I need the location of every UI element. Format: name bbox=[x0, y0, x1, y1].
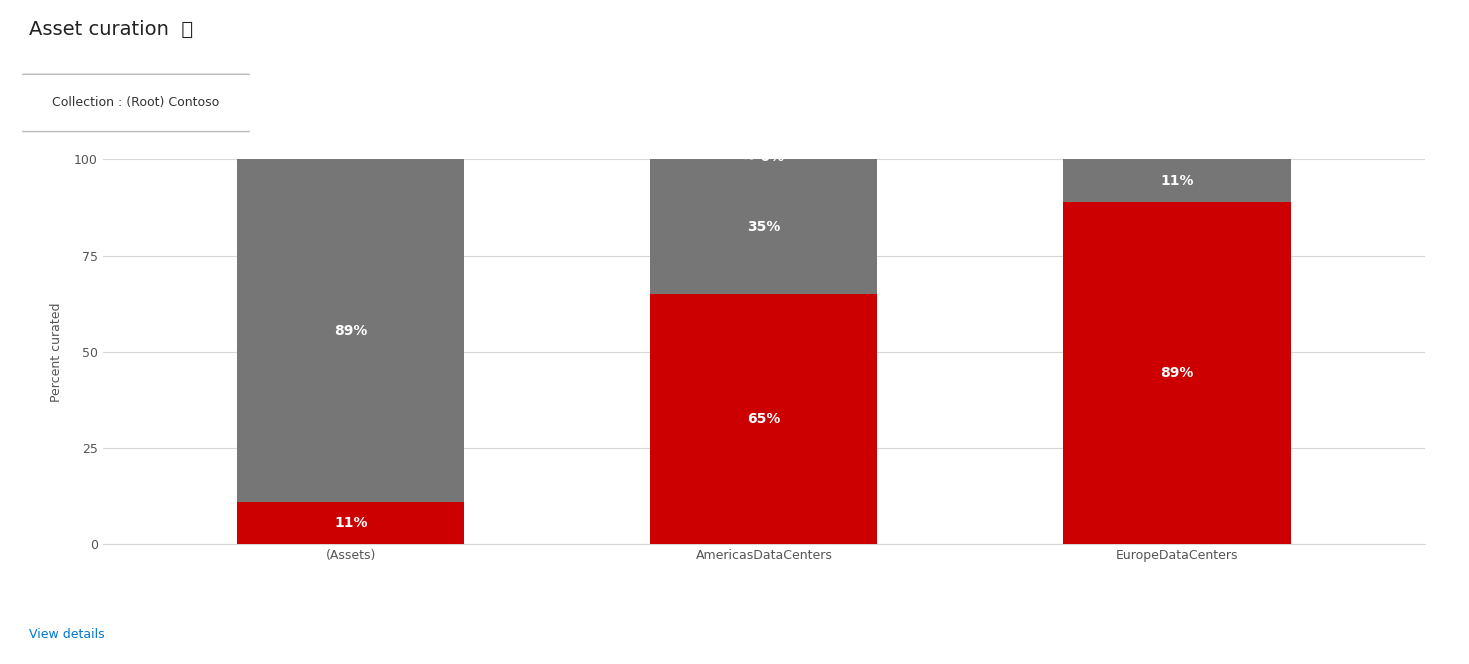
Bar bbox=[1064, 202, 1291, 544]
Text: View details: View details bbox=[29, 627, 104, 641]
Text: 89%: 89% bbox=[1161, 366, 1194, 380]
Text: Collection : (Root) Contoso: Collection : (Root) Contoso bbox=[53, 96, 219, 110]
Bar bbox=[1064, 159, 1291, 202]
Text: Asset curation  ⓘ: Asset curation ⓘ bbox=[29, 20, 194, 39]
Text: 11%: 11% bbox=[1161, 173, 1194, 187]
Bar bbox=[237, 502, 464, 544]
Text: 35%: 35% bbox=[748, 220, 780, 234]
Text: 11%: 11% bbox=[333, 517, 367, 531]
Bar bbox=[651, 155, 877, 159]
Text: 65%: 65% bbox=[748, 412, 780, 426]
Bar bbox=[651, 294, 877, 544]
FancyBboxPatch shape bbox=[9, 74, 263, 131]
Bar bbox=[651, 159, 877, 294]
Y-axis label: Percent curated: Percent curated bbox=[50, 302, 63, 402]
Bar bbox=[237, 159, 464, 502]
Text: ≈ 0%: ≈ 0% bbox=[743, 151, 784, 165]
Text: 89%: 89% bbox=[333, 324, 367, 338]
